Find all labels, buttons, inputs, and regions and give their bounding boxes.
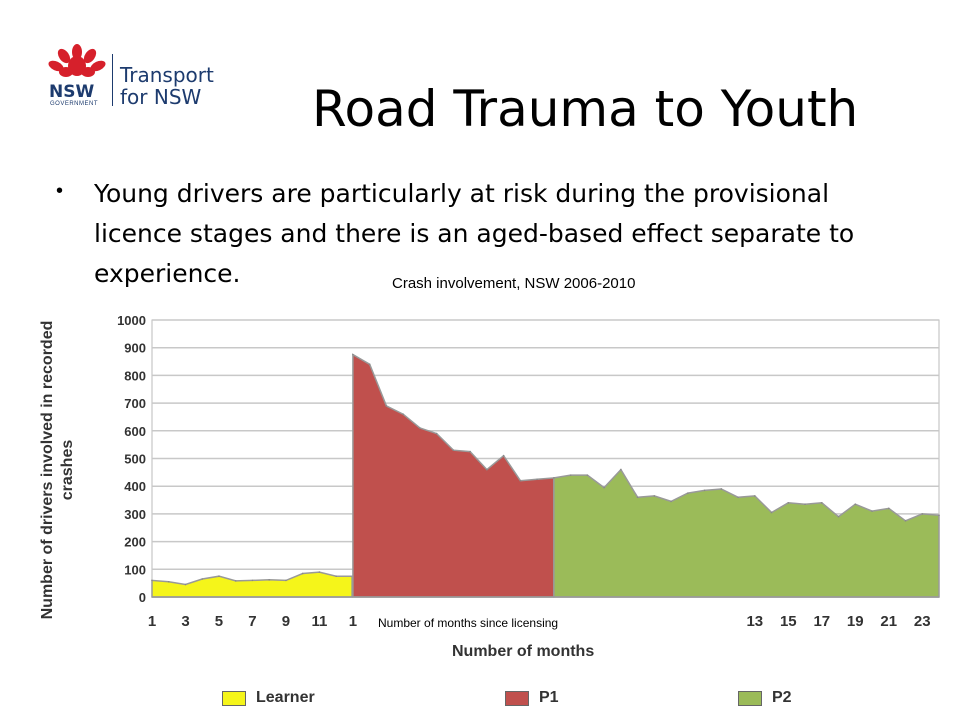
x-tick-label: 7	[248, 613, 256, 630]
chart-title: Crash involvement, NSW 2006-2010	[392, 275, 636, 292]
data-point-p2	[586, 474, 589, 476]
data-point-learner	[201, 578, 204, 580]
x-tick-label: 1	[349, 613, 357, 630]
data-point-p1	[502, 454, 505, 457]
legend-p2: P2	[738, 686, 792, 710]
legend-p2-swatch	[738, 690, 762, 706]
x-tick-label: 17	[813, 613, 830, 630]
data-point-p2	[820, 502, 823, 504]
data-point-p2	[620, 468, 622, 471]
y-tick-label: 600	[124, 424, 146, 439]
data-point-p2	[921, 513, 924, 515]
y-tick-label: 300	[124, 507, 146, 522]
legend-p2-label: P2	[772, 689, 792, 706]
data-point-p1	[368, 363, 371, 366]
data-point-p2	[837, 515, 840, 518]
brand-name: Transport for NSW	[120, 64, 214, 108]
bullet-dot-icon: •	[56, 180, 64, 202]
legend-learner-swatch	[222, 690, 246, 706]
data-point-p2	[938, 514, 940, 517]
data-point-p2	[887, 507, 890, 510]
data-point-learner	[184, 583, 187, 586]
data-point-p2	[569, 474, 572, 476]
data-point-learner	[234, 580, 237, 582]
bullet-text: Young drivers are particularly at risk d…	[94, 179, 855, 288]
government-wordmark: GOVERNMENT	[50, 101, 99, 107]
data-point-p2	[737, 496, 739, 499]
data-point-p2	[603, 486, 605, 489]
y-tick-label: 900	[124, 341, 146, 356]
x-tick-label: 11	[312, 613, 328, 630]
series-area-learner	[151, 571, 353, 598]
waratah-icon	[48, 44, 106, 77]
data-point-p1	[486, 468, 488, 471]
data-point-p1	[385, 405, 388, 407]
data-point-p2	[804, 503, 806, 506]
legend-p1-label: P1	[539, 689, 559, 706]
nsw-wordmark: NSW	[49, 82, 95, 102]
data-point-p1	[435, 432, 438, 435]
brand-line-1: Transport	[120, 63, 214, 87]
logo-divider	[112, 54, 113, 106]
data-point-learner	[251, 579, 254, 582]
data-point-p1	[402, 413, 404, 415]
y-tick-label: 500	[124, 452, 146, 467]
transport-nsw-logo: NSW GOVERNMENT Transport for NSW	[46, 44, 226, 116]
data-point-learner	[335, 575, 337, 578]
data-point-learner	[285, 579, 287, 582]
y-axis-label: Number of drivers involved in recorded c…	[39, 320, 76, 620]
y-tick-label: 100	[124, 562, 146, 577]
data-point-learner	[301, 572, 304, 575]
y-tick-label: 200	[124, 535, 146, 550]
data-point-learner	[268, 579, 271, 581]
y-tick-label: 700	[124, 396, 146, 411]
x-tick-label: 13	[746, 613, 763, 630]
data-point-p2	[871, 510, 873, 512]
data-point-p2	[720, 488, 723, 490]
data-point-learner	[151, 579, 153, 582]
data-point-p1	[352, 353, 354, 356]
x-tick-label: 9	[282, 613, 290, 630]
legend-p1: P1	[505, 686, 559, 710]
series-area-p2	[553, 468, 940, 598]
data-point-p2	[703, 489, 706, 492]
x-tick-label: 1	[148, 613, 156, 630]
legend-p1-swatch	[505, 690, 529, 706]
x-axis-overlay-label: Number of months since licensing	[378, 616, 559, 630]
data-point-p2	[854, 503, 857, 506]
data-point-p2	[787, 502, 790, 504]
legend-learner-label: Learner	[256, 689, 315, 706]
data-point-p2	[904, 520, 907, 522]
data-point-p2	[670, 500, 672, 503]
x-axis-label: Number of months	[452, 643, 595, 660]
data-point-p1	[452, 449, 455, 451]
slide-title: Road Trauma to Youth	[312, 80, 859, 138]
legend-learner: Learner	[222, 686, 315, 710]
data-point-p2	[770, 511, 773, 514]
data-point-p1	[536, 478, 538, 481]
y-tick-label: 1000	[117, 313, 146, 328]
data-point-p2	[636, 496, 639, 499]
y-tick-label: 0	[139, 590, 146, 605]
x-tick-label: 15	[780, 613, 797, 630]
x-tick-label: 19	[847, 613, 864, 630]
brand-line-2: for NSW	[120, 85, 202, 109]
data-point-learner	[167, 580, 170, 583]
data-point-learner	[218, 575, 220, 578]
data-point-p1	[519, 479, 522, 482]
data-point-learner	[318, 571, 321, 573]
data-point-p2	[653, 495, 656, 497]
y-tick-label: 800	[124, 368, 146, 383]
x-tick-label: 5	[215, 613, 223, 630]
data-point-p1	[419, 427, 421, 429]
data-point-p1	[469, 450, 471, 453]
x-tick-label: 21	[880, 613, 897, 630]
x-tick-label: 23	[914, 613, 931, 630]
data-point-p2	[687, 492, 689, 494]
data-point-p2	[754, 495, 756, 497]
y-tick-label: 400	[124, 479, 146, 494]
x-tick-label: 3	[181, 613, 189, 630]
data-point-p2	[553, 477, 555, 479]
